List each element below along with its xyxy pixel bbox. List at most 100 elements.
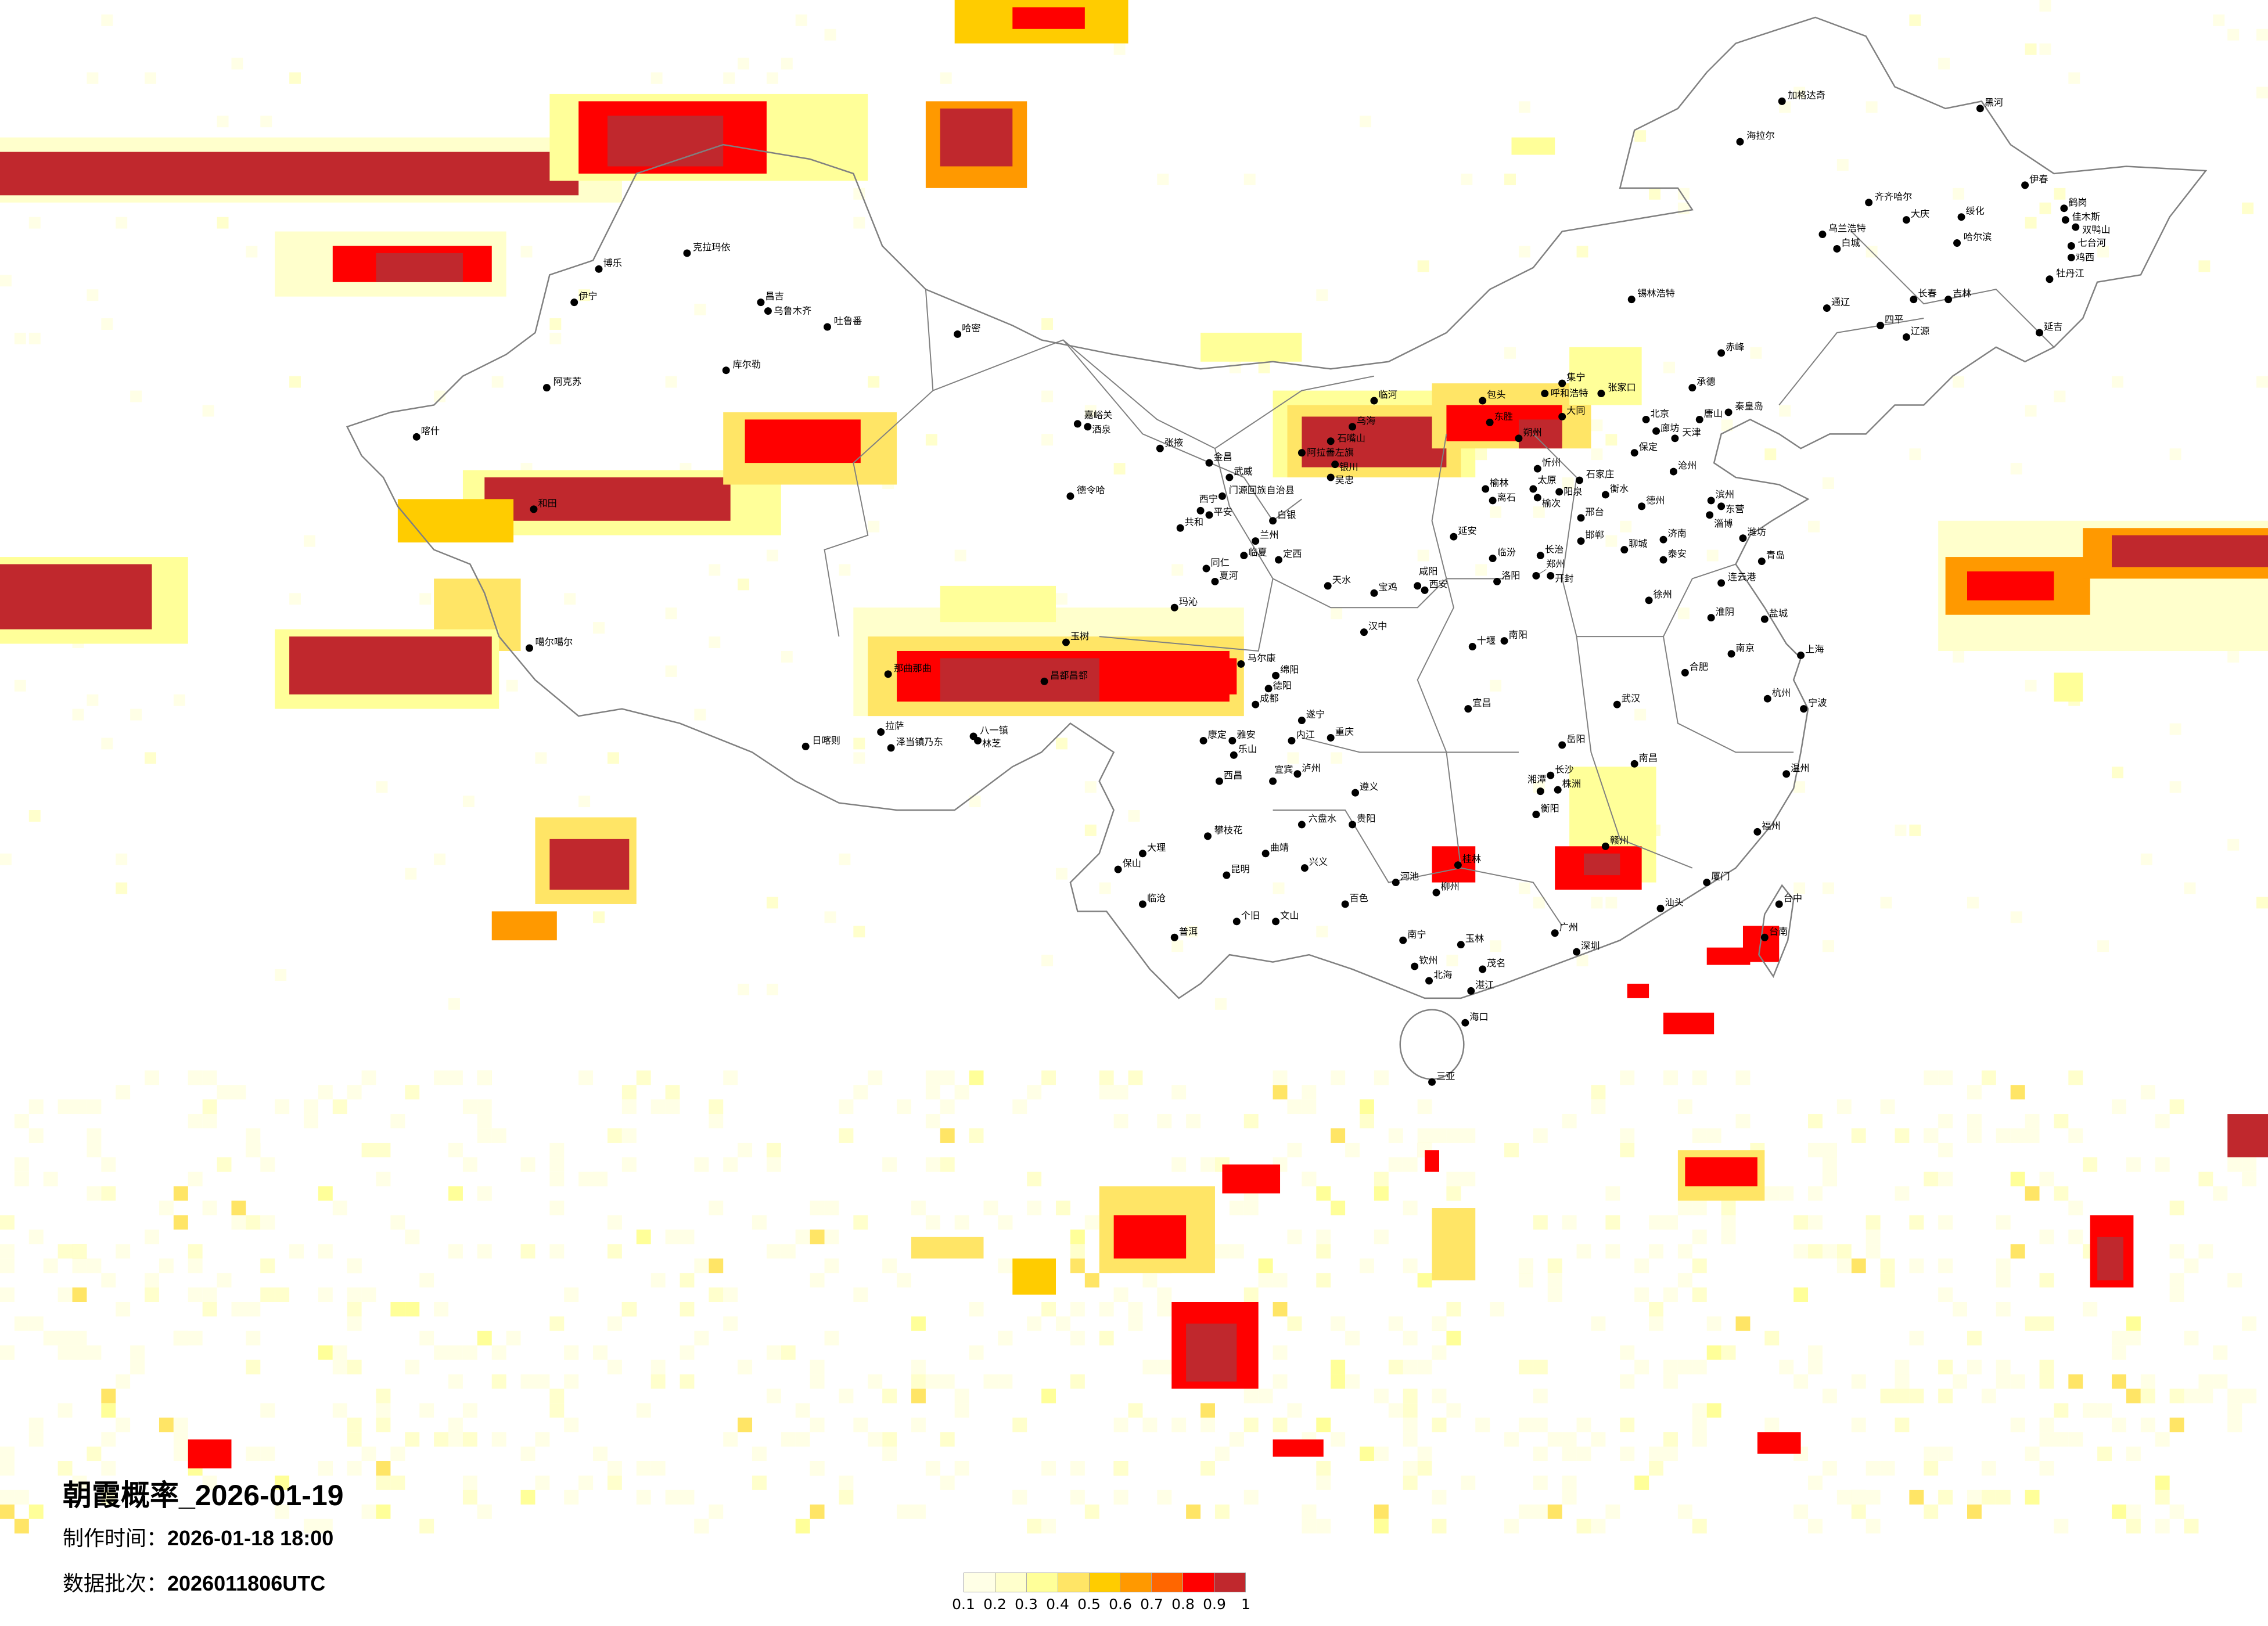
probability-cell bbox=[260, 1258, 275, 1274]
probability-cell bbox=[1417, 1461, 1432, 1476]
city-label: 平安 bbox=[1213, 506, 1232, 517]
probability-cell bbox=[1099, 882, 1111, 894]
probability-cell bbox=[2025, 217, 2037, 229]
city-dot bbox=[1349, 821, 1357, 829]
city-dot bbox=[1532, 571, 1540, 580]
probability-cell bbox=[376, 1504, 391, 1519]
probability-cell bbox=[853, 1418, 868, 1433]
probability-cell bbox=[1880, 1099, 1895, 1114]
probability-cell bbox=[202, 1301, 217, 1316]
city-dot bbox=[1293, 770, 1302, 778]
probability-cell bbox=[1041, 1388, 1056, 1404]
legend-swatch bbox=[964, 1573, 995, 1592]
city-label: 阿拉善左旗 bbox=[1307, 447, 1354, 458]
probability-cell bbox=[491, 1374, 506, 1389]
city-dot bbox=[1482, 485, 1490, 493]
probability-cell bbox=[1374, 1504, 1389, 1519]
probability-cell bbox=[1591, 897, 1603, 909]
probability-cell bbox=[1041, 1070, 1056, 1085]
probability-cell bbox=[1533, 897, 1545, 909]
probability-cell bbox=[448, 1142, 463, 1157]
probability-cell bbox=[650, 72, 663, 84]
probability-cell bbox=[231, 1215, 246, 1230]
city-dot bbox=[1515, 434, 1523, 443]
probability-cell bbox=[940, 585, 1056, 623]
probability-cell bbox=[188, 1330, 203, 1346]
city-dot bbox=[1717, 349, 1726, 357]
probability-cell bbox=[853, 1287, 868, 1302]
probability-cell bbox=[1287, 1099, 1302, 1114]
city-dot bbox=[1240, 552, 1248, 560]
probability-cell bbox=[2112, 1504, 2126, 1519]
city-dot bbox=[2036, 329, 2043, 337]
probability-cell bbox=[1677, 607, 1690, 620]
city-dot bbox=[412, 433, 420, 441]
probability-cell bbox=[665, 1229, 680, 1244]
city-label: 石嘴山 bbox=[1337, 433, 1365, 444]
probability-cell bbox=[1996, 1374, 2011, 1389]
city-label: 厦门 bbox=[1711, 871, 1730, 882]
probability-cell bbox=[1417, 260, 1429, 272]
city-label: 宜昌 bbox=[1472, 697, 1491, 708]
city-label: 玛沁 bbox=[1179, 596, 1198, 607]
city-dot bbox=[1681, 668, 1689, 677]
probability-cell bbox=[709, 1200, 724, 1215]
probability-cell bbox=[2169, 1273, 2184, 1288]
city-label: 辽源 bbox=[1911, 325, 1929, 336]
probability-cell bbox=[709, 564, 721, 576]
city-dot bbox=[1457, 941, 1465, 949]
city-label: 七台河 bbox=[2078, 238, 2107, 249]
city-dot bbox=[1554, 786, 1562, 794]
probability-cell bbox=[57, 1330, 73, 1346]
probability-cell bbox=[1692, 1200, 1707, 1215]
probability-cell bbox=[2169, 1244, 2184, 1259]
city-label: 定西 bbox=[1283, 548, 1302, 559]
city-label: 博乐 bbox=[603, 257, 622, 268]
province-borders bbox=[824, 231, 2055, 926]
probability-cell bbox=[347, 1461, 362, 1476]
probability-cell bbox=[954, 1215, 969, 1230]
probability-cell bbox=[448, 1070, 463, 1085]
probability-cell bbox=[130, 390, 142, 402]
city-label: 绥化 bbox=[1966, 206, 1985, 217]
probability-cell bbox=[1374, 1229, 1389, 1244]
probability-cell bbox=[1287, 752, 1299, 764]
probability-cell bbox=[2140, 853, 2152, 865]
probability-cell bbox=[2097, 246, 2109, 258]
probability-cell bbox=[1880, 1388, 1895, 1404]
probability-cell bbox=[2039, 202, 2051, 214]
probability-cell bbox=[1924, 1461, 1939, 1476]
probability-cell bbox=[1562, 1114, 1577, 1129]
probability-cell bbox=[72, 1244, 87, 1259]
city-dot bbox=[526, 644, 533, 652]
probability-cell bbox=[520, 1244, 535, 1259]
probability-cell bbox=[347, 1418, 362, 1433]
probability-cell bbox=[1866, 101, 1878, 113]
probability-cell bbox=[87, 1186, 102, 1201]
city-dot bbox=[1425, 977, 1433, 985]
probability-cell bbox=[1388, 1157, 1403, 1172]
city-label: 郑州 bbox=[1546, 559, 1565, 570]
probability-cell bbox=[839, 1490, 854, 1505]
probability-cell bbox=[28, 810, 41, 822]
legend-bar bbox=[964, 1573, 1246, 1592]
probability-cell bbox=[1403, 1403, 1418, 1418]
probability-cell bbox=[1273, 1273, 1288, 1288]
probability-cell bbox=[1620, 520, 1632, 533]
probability-cell bbox=[1171, 1418, 1187, 1433]
probability-cell bbox=[173, 1432, 188, 1447]
probability-cell bbox=[0, 1504, 15, 1519]
probability-cell bbox=[954, 1388, 969, 1404]
probability-cell bbox=[1692, 1432, 1707, 1447]
probability-cell bbox=[188, 1171, 203, 1186]
probability-cell bbox=[72, 1330, 87, 1346]
probability-cell bbox=[549, 1316, 565, 1331]
probability-cell bbox=[766, 1345, 781, 1360]
probability-cell bbox=[738, 1418, 753, 1433]
city-label: 临夏 bbox=[1248, 547, 1267, 558]
probability-cell bbox=[1403, 1388, 1418, 1404]
probability-cell bbox=[303, 1114, 318, 1129]
probability-cell bbox=[2155, 1519, 2170, 1534]
probability-cell bbox=[28, 332, 41, 344]
probability-cell bbox=[1953, 188, 1965, 200]
